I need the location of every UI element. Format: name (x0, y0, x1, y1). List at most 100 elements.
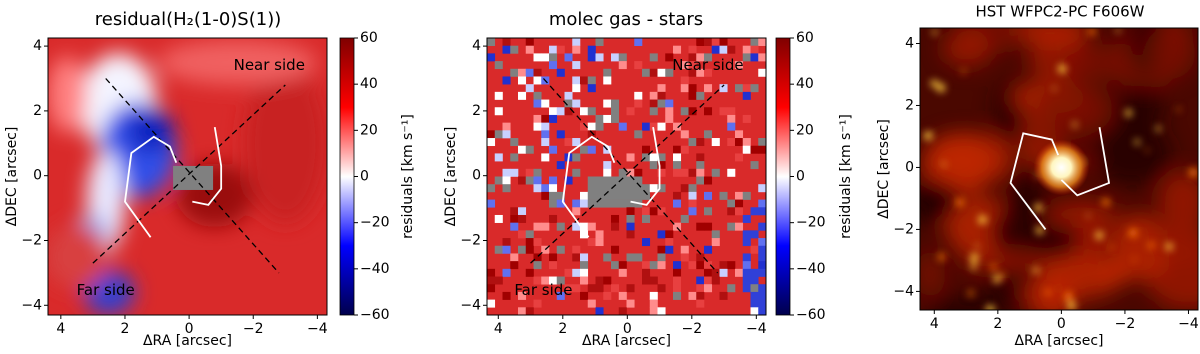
map-cell (541, 184, 550, 193)
x-tick-label: 2 (993, 316, 1002, 332)
y-tick-label: 0 (905, 159, 914, 175)
colorbar-tick-label: −60 (796, 307, 826, 323)
map-cell (595, 284, 604, 293)
map-cell (510, 261, 519, 270)
map-cell (502, 38, 511, 46)
map-cell (680, 168, 689, 177)
map-cell (572, 84, 581, 93)
diffuse-emission (1032, 81, 1113, 137)
map-cell (541, 99, 550, 108)
map-cell (494, 245, 503, 254)
map-cell (758, 268, 766, 277)
map-cell (688, 199, 697, 208)
map-cell (750, 230, 759, 239)
map-cell (642, 261, 651, 270)
map-cell (556, 161, 565, 170)
map-cell (564, 53, 573, 62)
map-cell (611, 261, 620, 270)
map-cell (533, 91, 542, 100)
x-tick-label: 2 (558, 321, 567, 337)
map-cell (657, 207, 666, 216)
map-cell (719, 84, 728, 93)
map-cell (719, 45, 728, 54)
map-cell (626, 184, 635, 193)
point-source (1095, 231, 1104, 240)
map-cell (510, 214, 519, 223)
map-cell (758, 307, 766, 315)
y-tick-label: −4 (21, 297, 42, 313)
map-cell (541, 245, 550, 254)
map-cell (518, 230, 527, 239)
x-tick-label: 2 (121, 321, 130, 337)
point-source (1109, 245, 1113, 250)
map-cell (634, 61, 643, 70)
point-source (970, 263, 977, 270)
point-source (1189, 168, 1198, 177)
diffuse-emission (1035, 255, 1123, 300)
point-source (993, 275, 1001, 283)
y-tick-label: 2 (33, 103, 42, 119)
map-cell (549, 214, 558, 223)
map-cell (564, 284, 573, 293)
map-cell (525, 45, 534, 54)
map-cell (487, 276, 496, 285)
y-tick-label: 0 (33, 168, 42, 184)
map-cell (518, 176, 527, 185)
map-cell (587, 76, 596, 85)
point-source (1045, 289, 1051, 296)
map-cell (564, 91, 573, 100)
map-cell (556, 199, 565, 208)
map-cell (727, 207, 736, 216)
map-cell (533, 184, 542, 193)
map-cell (688, 68, 697, 77)
map-cell (688, 184, 697, 193)
contour (192, 126, 223, 206)
map-cell (704, 176, 713, 185)
diffuse-emission (1093, 120, 1172, 186)
map-cell (665, 238, 674, 247)
y-tick-label: 4 (472, 38, 481, 54)
map-cell (611, 176, 620, 185)
map-cell (518, 307, 527, 315)
x-tick-label: 4 (930, 316, 939, 332)
map-cell (735, 191, 744, 200)
map-cell (634, 99, 643, 108)
diffuse-emission (1043, 200, 1120, 229)
map-cell (611, 222, 620, 231)
image (920, 28, 1198, 310)
colorbar-tick-label: 20 (360, 122, 378, 138)
map-cell (688, 61, 697, 70)
map-cell (750, 161, 759, 170)
map-cell (518, 291, 527, 300)
point-source (955, 198, 964, 207)
map-cell (719, 268, 728, 277)
map-cell (688, 207, 697, 216)
map-cell (510, 207, 519, 216)
map-feature (48, 224, 109, 289)
map-cell (525, 68, 534, 77)
map-cell (704, 276, 713, 285)
map-cell (742, 84, 751, 93)
map-cell (541, 222, 550, 231)
map-cell (742, 53, 751, 62)
map-feature (243, 63, 327, 224)
map-cell (742, 114, 751, 123)
contour (1009, 132, 1060, 230)
map-cell (735, 268, 744, 277)
map-cell (549, 145, 558, 154)
map-cell (649, 184, 658, 193)
map-cell (649, 276, 658, 285)
map-cell (696, 68, 705, 77)
map-cell (510, 45, 519, 54)
map-cell (665, 230, 674, 239)
map-cell (494, 91, 503, 100)
map-cell (494, 276, 503, 285)
diffuse-emission (920, 179, 958, 224)
map-cell (758, 53, 766, 62)
map-cell (618, 168, 627, 177)
map-cell (572, 99, 581, 108)
map-cell (704, 245, 713, 254)
map-cell (719, 291, 728, 300)
map-cell (611, 184, 620, 193)
contour (1060, 127, 1111, 197)
